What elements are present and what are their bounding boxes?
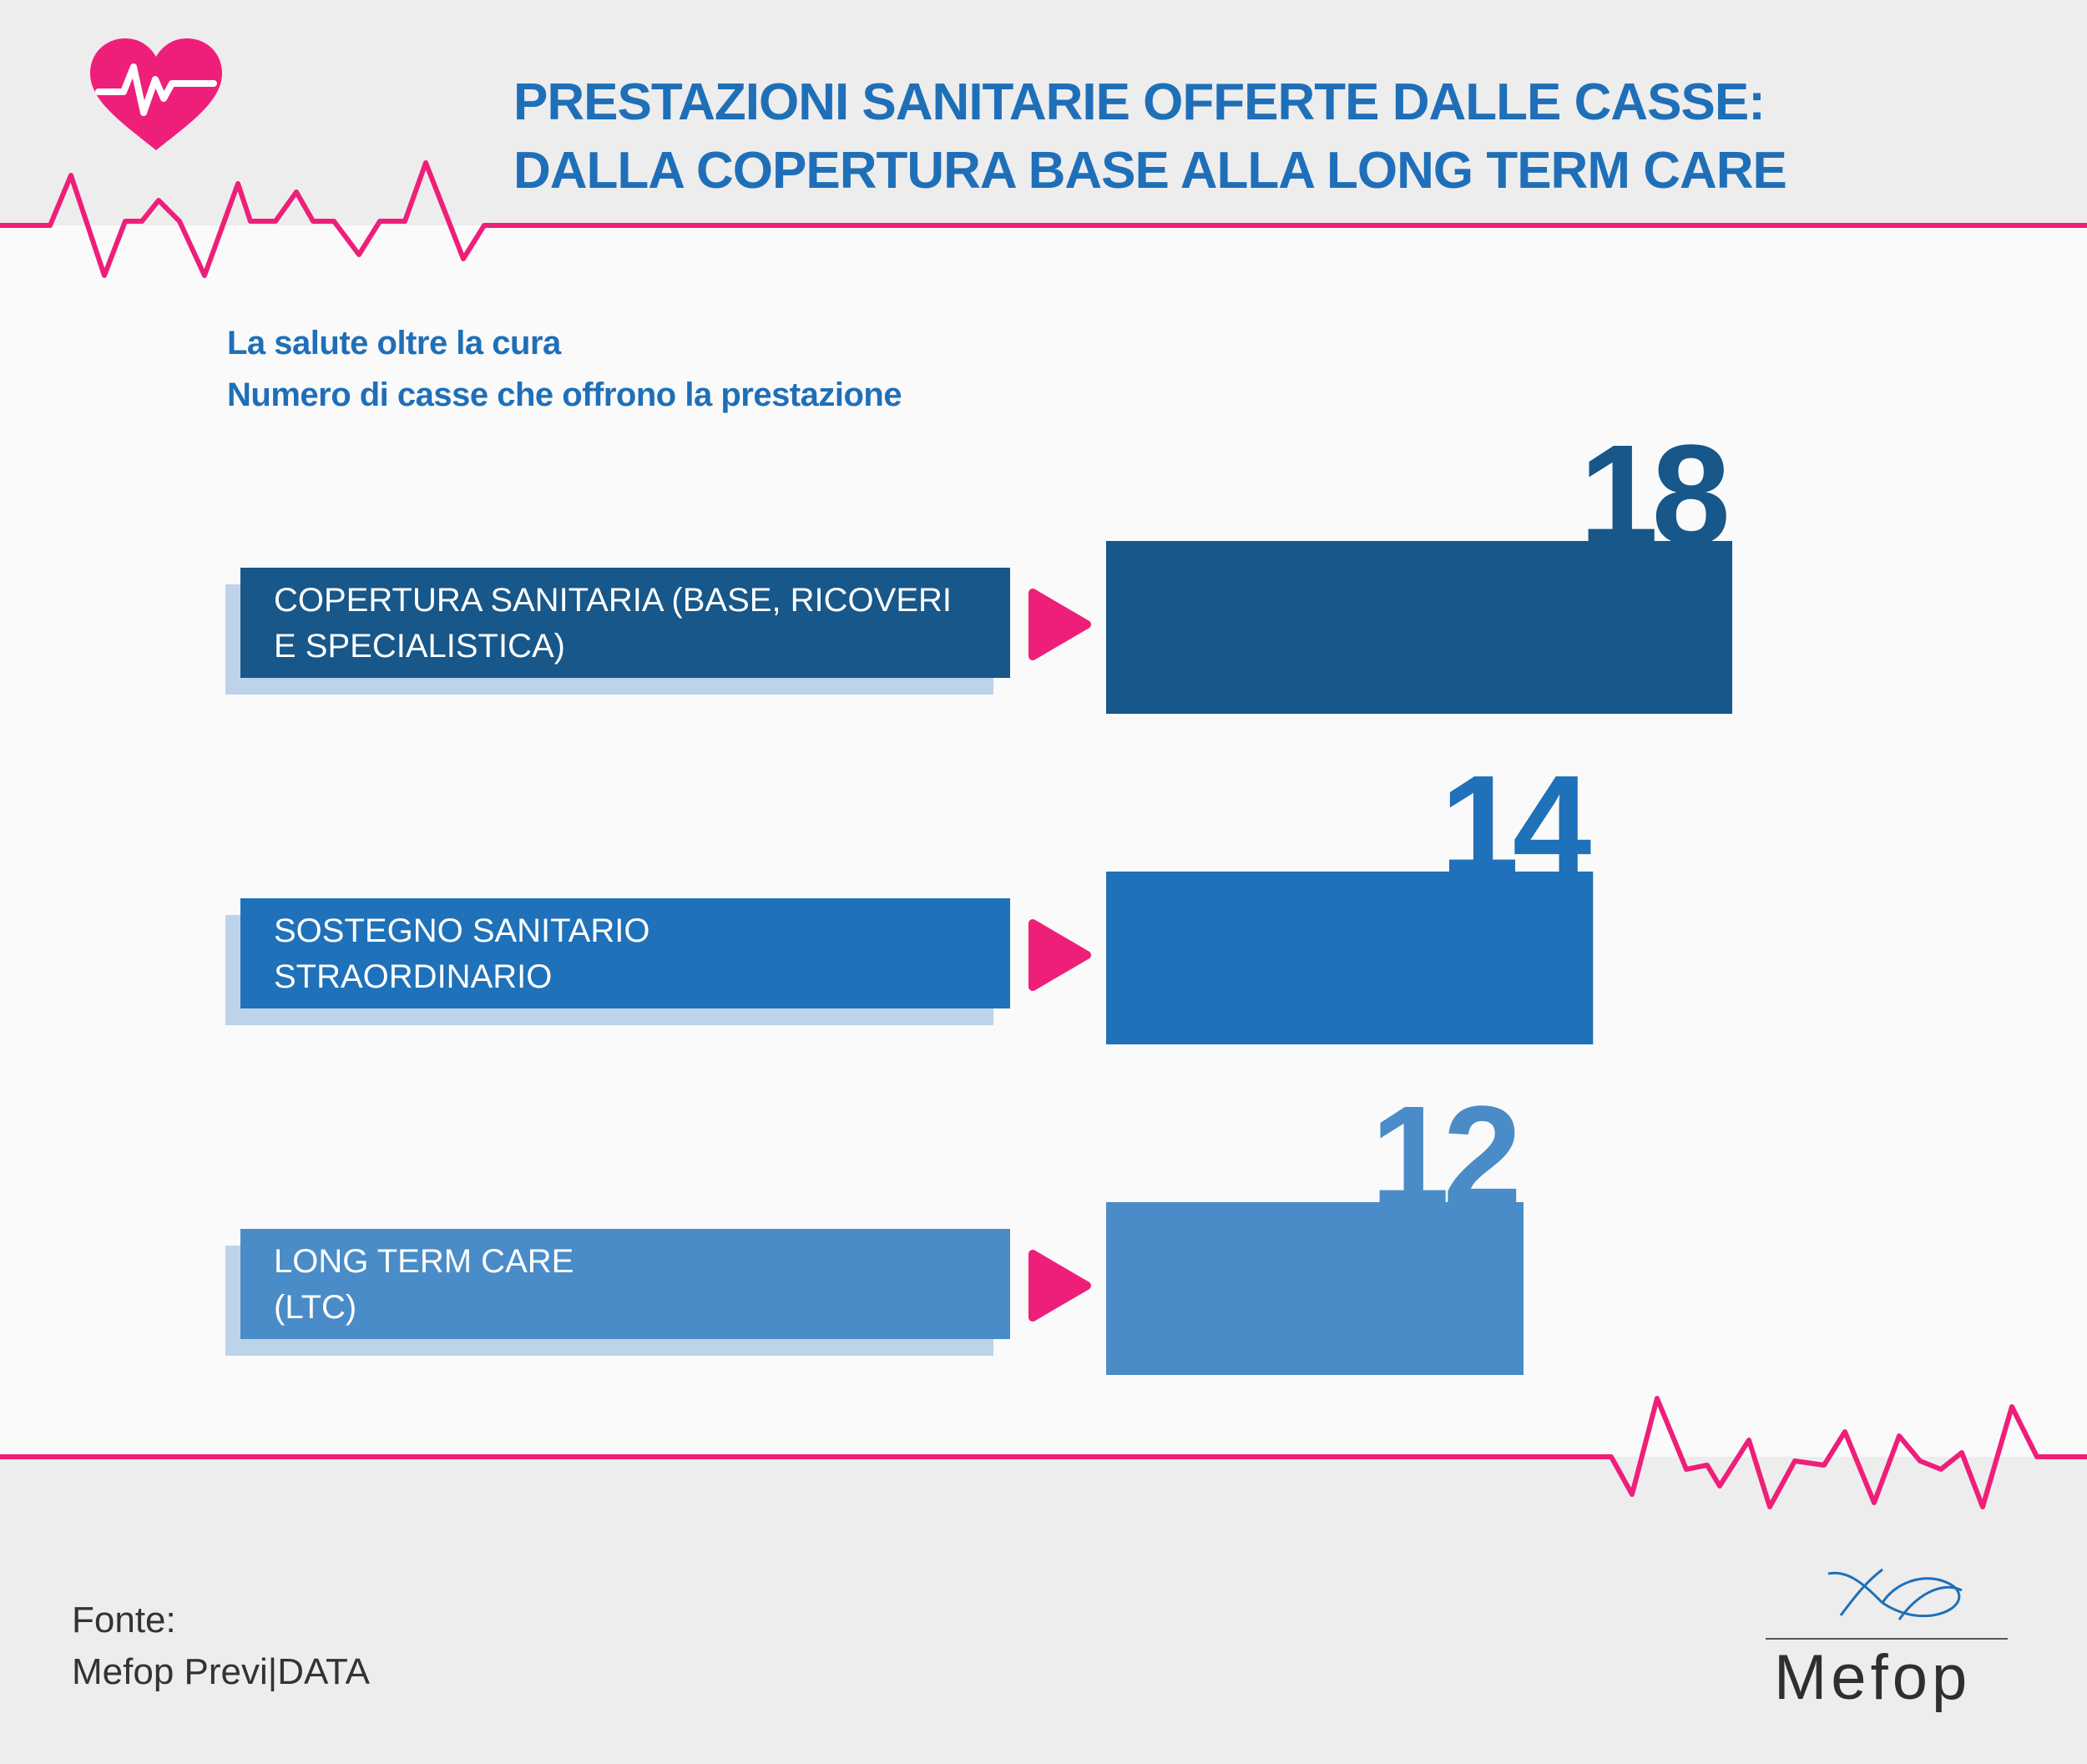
ecg-line-top-icon <box>0 160 2087 278</box>
page-title: PRESTAZIONI SANITARIE OFFERTE DALLE CASS… <box>513 68 2058 205</box>
chart-subtitle-block: La salute oltre la cura Numero di casse … <box>227 317 902 421</box>
mefop-logo-icon <box>1827 1568 1963 1620</box>
value-label: 12 <box>1371 1077 1517 1236</box>
category-label-box <box>240 568 1010 678</box>
bar <box>1106 872 1594 1044</box>
source-label: Fonte: <box>72 1600 176 1640</box>
arrow-icon <box>1028 1250 1091 1322</box>
category-label: STRAORDINARIO <box>274 958 552 995</box>
chart-title: La salute oltre la cura <box>227 325 561 361</box>
category-label: (LTC) <box>274 1289 356 1326</box>
bar <box>1106 541 1732 714</box>
category-label-box <box>240 1229 1010 1339</box>
arrow-icon <box>1028 919 1091 991</box>
value-label: 14 <box>1440 746 1591 905</box>
chart-subtitle: Numero di casse che offrono la prestazio… <box>227 377 902 413</box>
value-label: 18 <box>1579 416 1727 574</box>
category-label-box <box>240 898 1010 1008</box>
title-line-1: PRESTAZIONI SANITARIE OFFERTE DALLE CASS… <box>513 73 1766 131</box>
category-label: LONG TERM CARE <box>274 1243 574 1280</box>
category-label: COPERTURA SANITARIA (BASE, RICOVERI <box>274 582 952 619</box>
source-note: Fonte: Mefop Previ|DATA <box>72 1595 370 1698</box>
category-label: SOSTEGNO SANITARIO <box>274 912 649 949</box>
title-line-2: DALLA COPERTURA BASE ALLA LONG TERM CARE <box>513 142 1787 200</box>
source-value: Mefop Previ|DATA <box>72 1651 371 1692</box>
arrow-icon <box>1028 589 1091 660</box>
logo-wordmark: Mefop <box>1774 1642 1972 1713</box>
bar <box>1106 1202 1524 1375</box>
bars-layer: COPERTURA SANITARIA (BASE, RICOVERI E SPE… <box>225 416 1733 1375</box>
ecg-line-bottom-icon <box>0 1396 2087 1509</box>
heart-pulse-icon <box>90 38 222 150</box>
category-label: E SPECIALISTICA) <box>274 628 565 665</box>
logo-divider <box>1766 1638 2008 1640</box>
